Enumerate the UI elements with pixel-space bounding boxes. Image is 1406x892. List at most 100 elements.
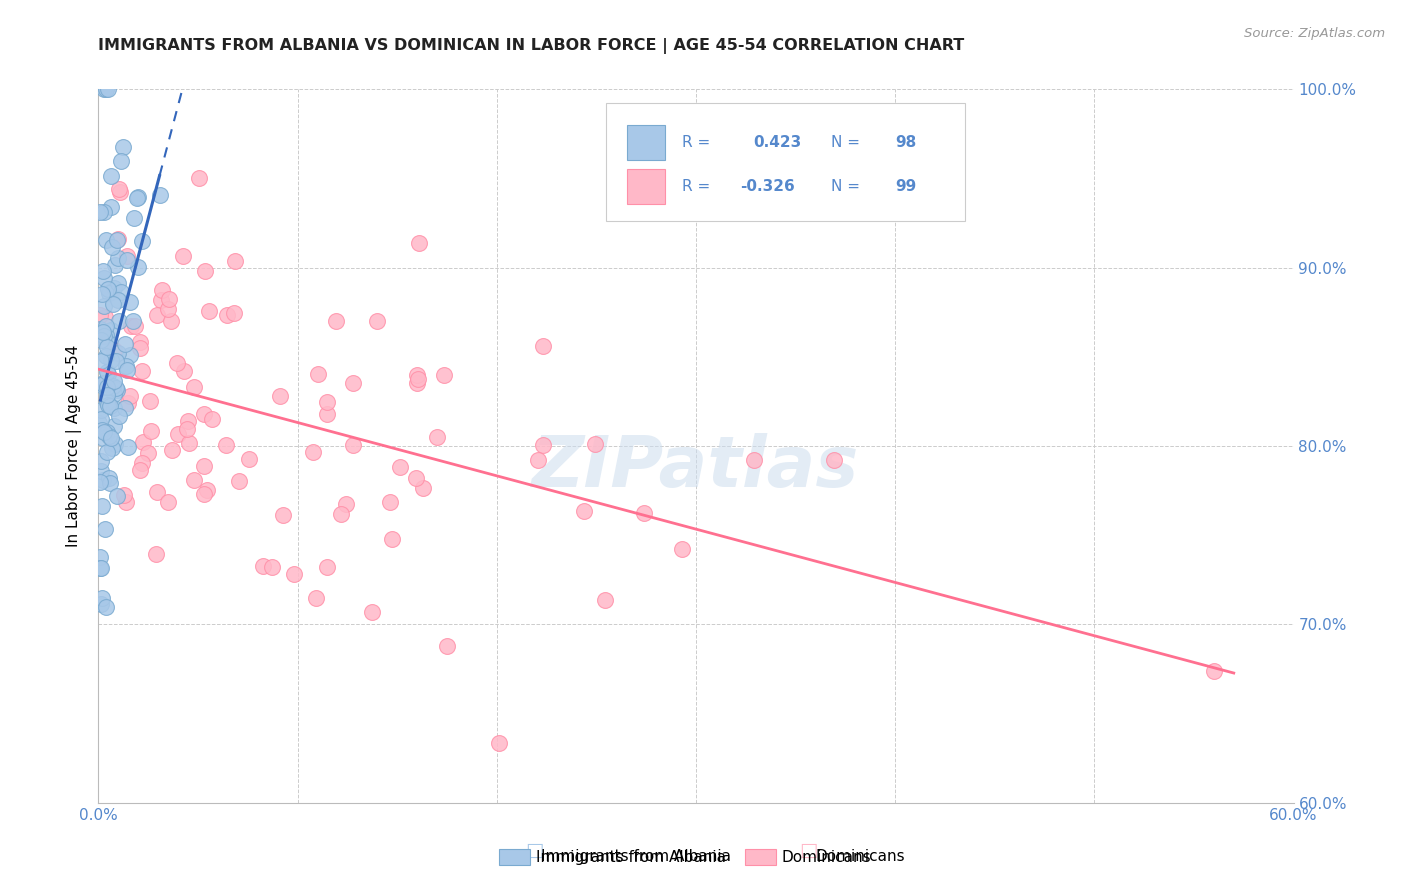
Point [110,153,132,168]
Point [146,308,169,322]
Point [120,348,142,362]
Point [90,423,112,437]
Point [90,411,112,425]
Point [105,233,128,247]
Text: 0.423: 0.423 [754,135,801,150]
Text: □: □ [524,841,544,860]
Point [132,435,155,450]
Point [107,276,129,290]
Point [93,299,115,313]
Point [307,367,329,381]
Point [183,473,205,487]
Point [633,507,655,521]
Point [110,285,132,299]
Point [150,293,173,307]
Point [97,398,120,412]
Point [103,297,125,311]
Point [108,182,131,196]
Point [90,378,112,392]
Point [93,205,115,219]
Point [361,606,384,620]
Point [94,328,117,343]
Point [583,437,606,451]
Point [150,283,173,297]
Point [94,522,117,536]
Point [96,444,118,458]
Point [342,438,364,452]
Point [96,82,118,96]
Point [90,354,112,368]
Point [129,334,152,349]
Point [305,591,328,606]
Text: -0.326: -0.326 [740,179,794,194]
Point [228,474,250,488]
Point [406,372,429,386]
Point [104,258,127,272]
Point [124,319,146,334]
Point [138,445,160,459]
Point [197,304,219,318]
Point [107,251,129,265]
Point [110,185,132,199]
Point [201,411,224,425]
Point [90,454,112,468]
Point [177,414,200,428]
Point [260,560,283,574]
Point [91,376,114,390]
Point [139,424,162,438]
Point [131,364,153,378]
Point [283,567,305,582]
Point [114,495,136,509]
Point [378,495,401,509]
Point [157,495,180,509]
Point [388,459,411,474]
Point [89,475,111,490]
Point [531,338,554,352]
Point [91,326,114,340]
Point [90,403,112,417]
Text: R =: R = [682,135,710,150]
Point [117,363,139,377]
Point [193,458,215,473]
Text: 98: 98 [896,135,917,150]
Point [593,592,616,607]
Point [488,736,510,750]
Point [90,286,112,301]
Point [100,431,122,445]
Point [160,314,183,328]
Point [94,349,117,363]
Point [127,191,149,205]
Point [107,314,129,328]
Point [302,445,325,459]
Point [103,387,125,401]
Point [91,473,114,487]
Point [103,375,125,389]
Point [117,440,139,454]
Point [316,559,339,574]
Point [101,240,124,254]
Point [176,421,198,435]
Point [127,190,149,204]
Point [215,308,238,322]
Point [100,200,122,214]
Point [104,354,127,368]
Point [107,293,129,307]
Point [96,334,118,349]
Point [90,333,112,347]
Text: □: □ [799,841,818,860]
Point [179,436,201,450]
Point [744,453,766,467]
Point [381,532,404,546]
Point [117,396,139,410]
Point [671,541,693,556]
Point [103,401,125,415]
Text: Immigrants from Albania: Immigrants from Albania [541,849,731,863]
Point [122,314,145,328]
Point [269,389,291,403]
Point [103,343,125,358]
Point [166,356,188,370]
Point [94,318,117,333]
Point [98,471,121,485]
Point [89,205,111,219]
Point [271,508,294,523]
